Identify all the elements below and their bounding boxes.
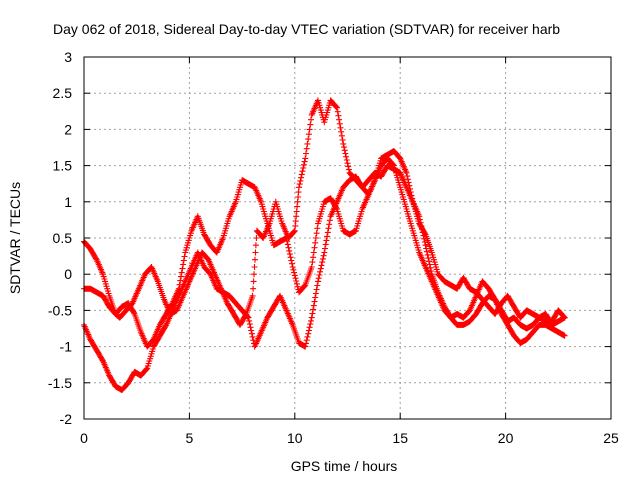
x-axis-label: GPS time / hours: [291, 458, 398, 474]
x-tick-label: 25: [603, 430, 619, 446]
x-tick-label: 15: [392, 430, 408, 446]
y-tick-label: -0.5: [48, 302, 72, 318]
y-tick-label: 2.5: [53, 85, 73, 101]
y-tick-label: 3: [64, 49, 72, 65]
plot-frame: [83, 56, 612, 420]
y-tick-label: 1.5: [53, 158, 73, 174]
y-tick-label: -1: [60, 339, 73, 355]
chart-title: Day 062 of 2018, Sidereal Day-to-day VTE…: [53, 21, 560, 37]
x-tick-labels: 0 5 10 15 20 25: [80, 430, 619, 446]
x-tick-label: 10: [287, 430, 303, 446]
x-tick-label: 5: [186, 430, 194, 446]
y-tick-label: 0: [64, 266, 72, 282]
y-tick-label: 1: [64, 194, 72, 210]
data-points: [81, 97, 568, 393]
y-tick-label: 0.5: [53, 230, 73, 246]
y-tick-label: -1.5: [48, 375, 72, 391]
y-tick-label: -2: [60, 411, 73, 427]
x-tick-label: 20: [498, 430, 514, 446]
y-axis-label: SDTVAR / TECUs: [7, 182, 23, 294]
y-tick-labels: -2 -1.5 -1 -0.5 0 0.5 1 1.5 2 2.5 3: [48, 49, 72, 427]
grid-lines: [84, 57, 611, 419]
axis-ticks: [83, 56, 612, 420]
y-tick-label: 2: [64, 121, 72, 137]
x-tick-label: 0: [80, 430, 88, 446]
